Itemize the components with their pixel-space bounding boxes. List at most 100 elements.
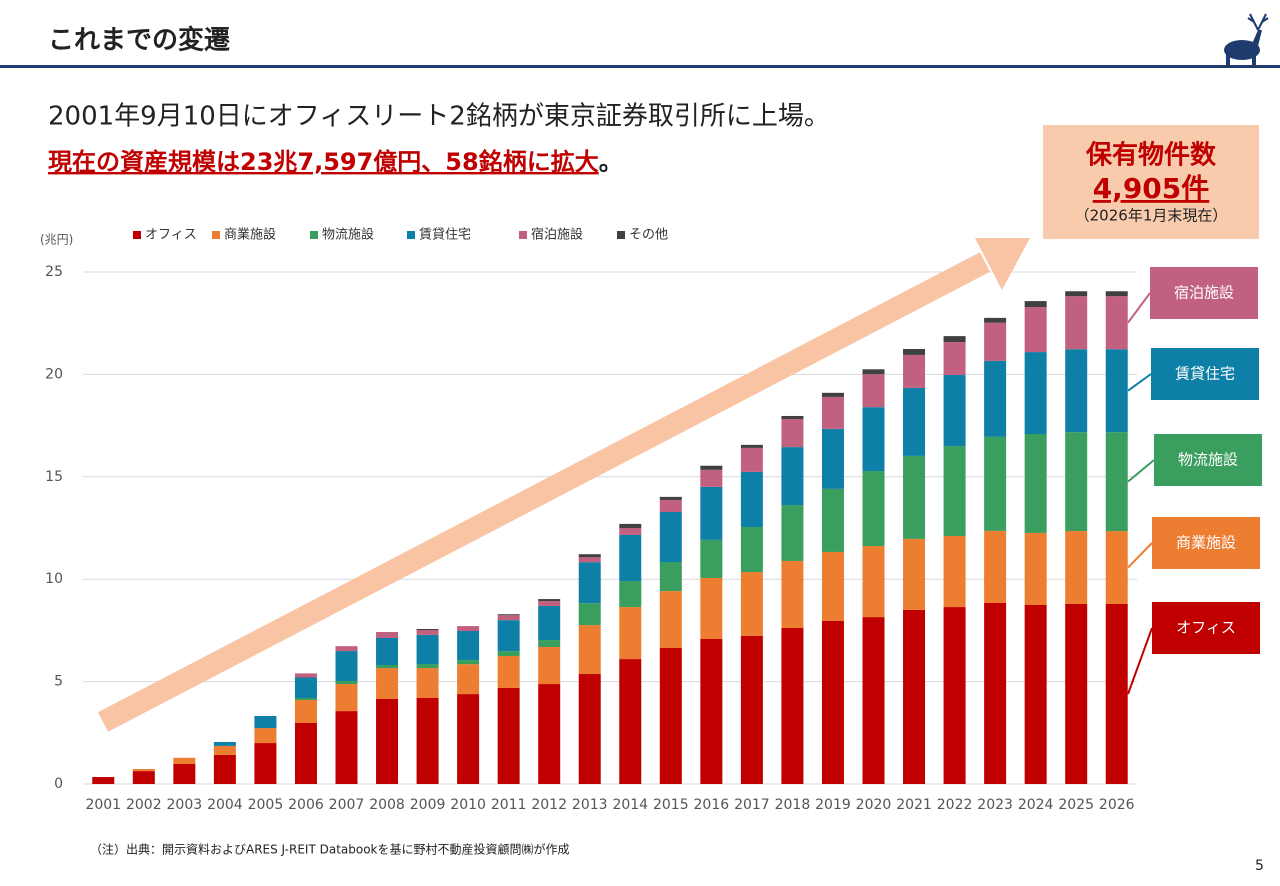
- bar-segment: [862, 546, 885, 618]
- bar-segment: [943, 607, 966, 784]
- x-tick-label: 2007: [329, 797, 365, 813]
- emphasis-end: 。: [599, 148, 623, 176]
- bar-segment: [862, 407, 885, 472]
- bar-segment: [903, 455, 926, 539]
- bar-segment: [619, 528, 642, 535]
- bar-segment: [254, 728, 277, 744]
- headline-emphasis: 現在の資産規模は23兆7,597億円、58銘柄に拡大。: [48, 148, 623, 176]
- legend-label: オフィス: [145, 228, 197, 243]
- bar-segment: [416, 663, 439, 669]
- bar-segment: [416, 697, 439, 784]
- x-tick-label: 2006: [288, 797, 324, 813]
- bar-segment: [781, 560, 804, 628]
- bar-segment: [1024, 605, 1047, 784]
- bar-segment: [700, 639, 723, 784]
- page-number: 5: [1255, 858, 1264, 874]
- bar-segment: [984, 530, 1007, 603]
- bar-segment: [1065, 603, 1088, 784]
- bar-segment: [416, 628, 439, 630]
- x-tick-label: 2004: [207, 797, 243, 813]
- bar-segment: [943, 446, 966, 536]
- headline: 2001年9月10日にオフィスリート2銘柄が東京証券取引所に上場。: [48, 102, 830, 132]
- bar-segment: [781, 419, 804, 448]
- callout-title: 保有物件数: [1085, 141, 1217, 171]
- x-tick-label: 2021: [896, 797, 932, 813]
- bar-segment: [294, 697, 317, 701]
- bar-segment: [132, 769, 155, 772]
- bar-segment: [335, 711, 358, 784]
- x-tick-label: 2008: [369, 797, 405, 813]
- bar-segment: [1105, 296, 1128, 350]
- bar-segment: [416, 634, 439, 664]
- bar-segment: [1024, 307, 1047, 353]
- bar-segment: [457, 660, 480, 665]
- legend-swatch: [617, 231, 625, 239]
- bar-segment: [457, 694, 480, 784]
- bar-segment: [497, 651, 520, 656]
- y-tick-label: 25: [45, 264, 63, 280]
- bar-segment: [213, 742, 236, 746]
- bar-segment: [984, 322, 1007, 361]
- bar-segment: [132, 771, 155, 784]
- x-tick-label: 2026: [1099, 797, 1135, 813]
- bar-segment: [659, 512, 682, 562]
- bar-segment: [538, 684, 561, 784]
- bar-segment: [659, 496, 682, 500]
- bar-segment: [740, 444, 763, 448]
- x-tick-label: 2005: [248, 797, 284, 813]
- y-tick-label: 15: [45, 469, 63, 485]
- bar-segment: [740, 526, 763, 573]
- bar-segment: [538, 599, 561, 602]
- bar-segment: [335, 684, 358, 712]
- bar-segment: [376, 632, 399, 638]
- bar-segment: [254, 743, 277, 784]
- bar-segment: [821, 396, 844, 429]
- side-connector: [1127, 542, 1153, 569]
- bar-segment: [578, 557, 601, 563]
- bar-segment: [781, 415, 804, 420]
- side-label: オフィス: [1176, 619, 1236, 637]
- side-label-box: [1152, 517, 1260, 569]
- y-tick-label: 0: [54, 776, 63, 792]
- bar-segment: [1105, 291, 1128, 297]
- y-tick-label: 20: [45, 366, 63, 382]
- side-connector: [1127, 373, 1152, 392]
- bar-segment: [376, 668, 399, 700]
- x-tick-label: 2020: [856, 797, 892, 813]
- bar-segment: [659, 591, 682, 649]
- bar-segment: [821, 392, 844, 397]
- bar-segment: [538, 606, 561, 641]
- x-tick-label: 2009: [410, 797, 446, 813]
- bar-segment: [740, 471, 763, 527]
- bar-segment: [92, 777, 115, 784]
- bar-segment: [700, 469, 723, 487]
- side-label: 賃貸住宅: [1175, 365, 1235, 383]
- x-tick-label: 2011: [491, 797, 527, 813]
- header-rule: [0, 65, 1280, 68]
- callout-value: 4,905件: [1093, 172, 1210, 205]
- bar-segment: [862, 617, 885, 784]
- y-tick-label: 10: [45, 571, 63, 587]
- bar-segment: [984, 360, 1007, 437]
- bar-segment: [1024, 532, 1047, 606]
- x-tick-label: 2016: [694, 797, 730, 813]
- bar-segment: [700, 539, 723, 578]
- x-tick-label: 2001: [85, 797, 121, 813]
- bar-segment: [821, 488, 844, 552]
- bar-segment: [1105, 531, 1128, 604]
- bar-segment: [1024, 301, 1047, 308]
- bar-segment: [578, 674, 601, 784]
- bar-segment: [254, 716, 277, 729]
- x-tick-label: 2017: [734, 797, 770, 813]
- bar-segment: [1065, 531, 1088, 604]
- bar-segment: [457, 664, 480, 695]
- side-label-box: [1150, 267, 1258, 319]
- legend-label: 物流施設: [322, 227, 374, 243]
- bar-segment: [781, 505, 804, 561]
- bar-segment: [294, 673, 317, 678]
- legend-label: その他: [629, 228, 668, 243]
- bar-segment: [1065, 432, 1088, 532]
- side-label: 商業施設: [1176, 534, 1236, 552]
- x-tick-label: 2025: [1058, 797, 1094, 813]
